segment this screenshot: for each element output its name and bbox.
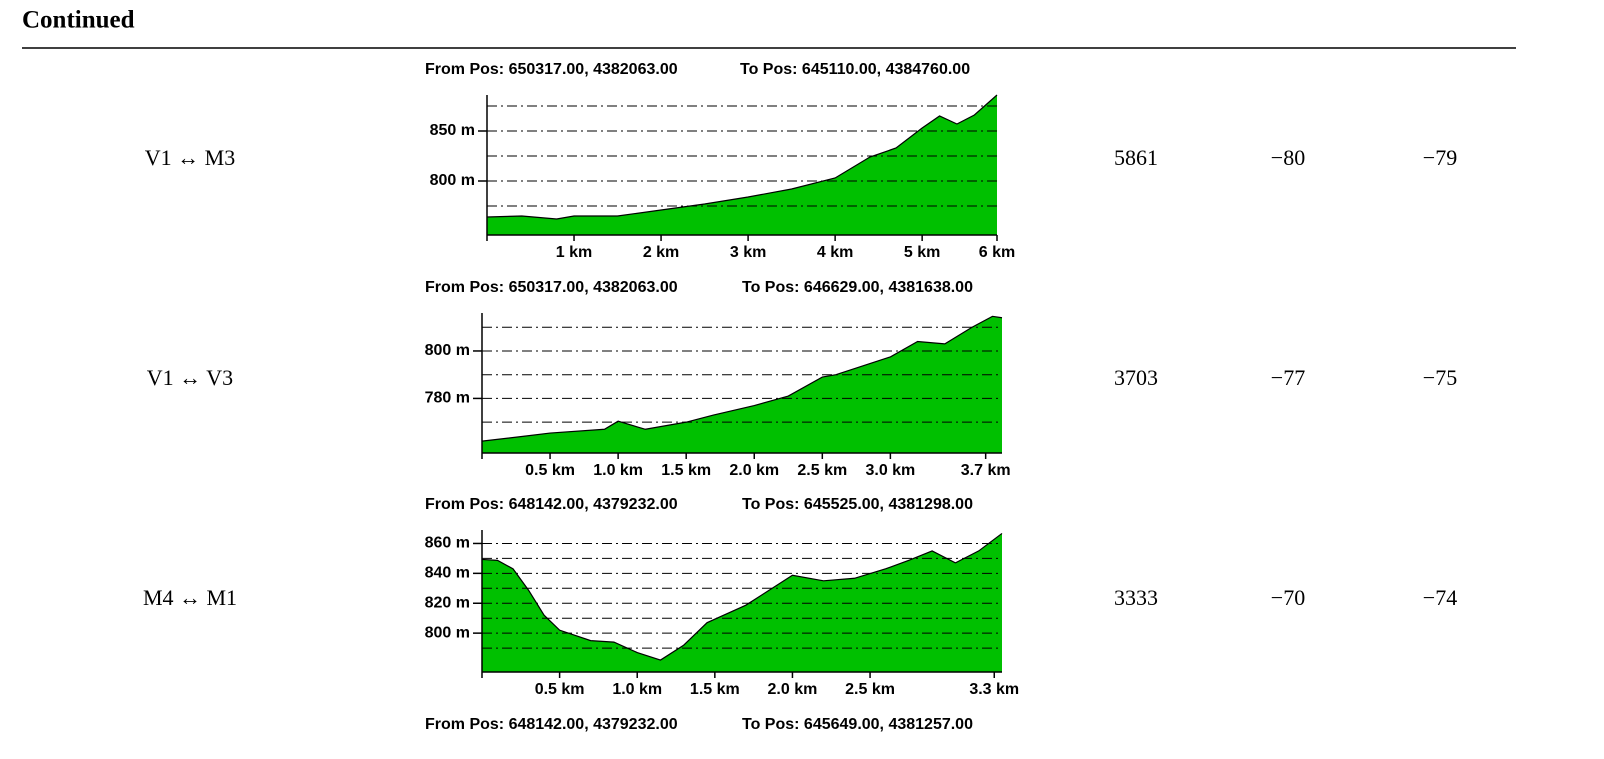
x-tick-label: 1.0 km xyxy=(612,681,662,698)
link-label: V1 ↔ V3 xyxy=(147,365,233,390)
distance: 5861 xyxy=(1114,145,1158,170)
elevation-area xyxy=(482,316,1002,453)
x-tick-label: 2.5 km xyxy=(845,681,895,698)
elevation-line xyxy=(481,315,1003,442)
x-tick-label: 2 km xyxy=(643,244,679,261)
link-label: V1 ↔ M3 xyxy=(145,145,235,170)
x-tick-label: 3.7 km xyxy=(961,462,1011,479)
y-tick-label: 850 m xyxy=(430,122,475,139)
x-tick-label: 0.5 km xyxy=(525,462,575,479)
x-tick-label: 1.5 km xyxy=(661,462,711,479)
next-to: To Pos: 645649.00, 4381257.00 xyxy=(742,716,973,733)
profile-from: From Pos: 650317.00, 4382063.00 xyxy=(425,61,678,78)
profile-to: To Pos: 645525.00, 4381298.00 xyxy=(742,496,973,513)
profile-from: From Pos: 650317.00, 4382063.00 xyxy=(425,279,678,296)
y-tick-label: 800 m xyxy=(425,342,470,359)
x-tick-label: 5 km xyxy=(904,244,940,261)
next-from: From Pos: 648142.00, 4379232.00 xyxy=(425,716,678,733)
x-tick-label: 1.5 km xyxy=(690,681,740,698)
elevation-area xyxy=(482,533,1002,672)
y-tick-label: 800 m xyxy=(425,624,470,641)
link-label: M4 ↔ M1 xyxy=(143,585,237,610)
x-tick-label: 3.0 km xyxy=(865,462,915,479)
elevation-line xyxy=(486,94,998,220)
elevation-area xyxy=(487,95,997,235)
x-tick-label: 2.5 km xyxy=(797,462,847,479)
x-tick-label: 4 km xyxy=(817,244,853,261)
profile-to: To Pos: 645110.00, 4384760.00 xyxy=(740,61,970,78)
value-b: −74 xyxy=(1423,585,1457,610)
distance: 3333 xyxy=(1114,585,1158,610)
profile-to: To Pos: 646629.00, 4381638.00 xyxy=(742,279,973,296)
y-tick-label: 840 m xyxy=(425,565,470,582)
value-a: −80 xyxy=(1271,145,1305,170)
distance: 3703 xyxy=(1114,365,1158,390)
header-title: Continued xyxy=(22,7,135,34)
value-a: −77 xyxy=(1271,365,1305,390)
elevation-line xyxy=(481,532,1003,661)
y-tick-label: 800 m xyxy=(430,172,475,189)
y-tick-label: 860 m xyxy=(425,535,470,552)
y-tick-label: 780 m xyxy=(425,390,470,407)
value-b: −79 xyxy=(1423,145,1457,170)
x-tick-label: 1.0 km xyxy=(593,462,643,479)
x-tick-label: 0.5 km xyxy=(535,681,585,698)
y-tick-label: 820 m xyxy=(425,594,470,611)
value-a: −70 xyxy=(1271,585,1305,610)
x-tick-label: 3 km xyxy=(730,244,766,261)
x-tick-label: 1 km xyxy=(556,244,592,261)
value-b: −75 xyxy=(1423,365,1457,390)
x-tick-label: 2.0 km xyxy=(768,681,818,698)
x-tick-label: 6 km xyxy=(979,244,1015,261)
x-tick-label: 2.0 km xyxy=(729,462,779,479)
x-tick-label: 3.3 km xyxy=(969,681,1019,698)
profile-from: From Pos: 648142.00, 4379232.00 xyxy=(425,496,678,513)
